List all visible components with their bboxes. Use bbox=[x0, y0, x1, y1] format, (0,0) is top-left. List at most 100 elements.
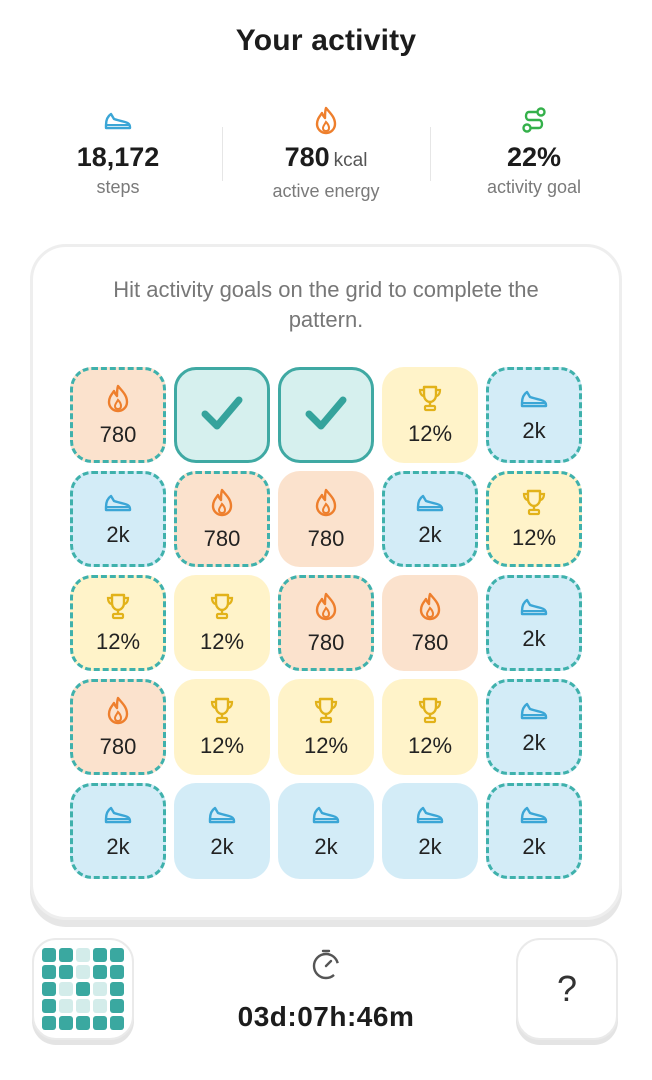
grid-tile-trophy[interactable]: 12% bbox=[382, 679, 478, 775]
pattern-cell bbox=[110, 982, 124, 996]
pattern-cell bbox=[59, 1016, 73, 1030]
tile-value: 780 bbox=[203, 525, 241, 551]
tile-value: 2k bbox=[522, 417, 546, 443]
flame-icon bbox=[311, 105, 341, 135]
pattern-cell bbox=[59, 948, 73, 962]
grid-tile-shoe[interactable]: 2k bbox=[486, 679, 582, 775]
pattern-cell bbox=[76, 982, 90, 996]
grid-tile-shoe[interactable]: 2k bbox=[486, 783, 582, 879]
grid-tile-shoe[interactable]: 2k bbox=[486, 367, 582, 463]
pattern-cell bbox=[110, 999, 124, 1013]
tile-value: 2k bbox=[418, 833, 442, 859]
pattern-cell bbox=[76, 999, 90, 1013]
flame-icon bbox=[417, 591, 443, 626]
tile-value: 12% bbox=[511, 524, 557, 550]
route-icon bbox=[519, 105, 549, 135]
pattern-cell bbox=[42, 1016, 56, 1030]
instructions-text: Hit activity goals on the grid to comple… bbox=[113, 277, 539, 332]
steps-value: 18,172 bbox=[76, 142, 160, 172]
check-icon bbox=[199, 393, 245, 438]
stat-energy: 780 kcal active energy bbox=[222, 105, 430, 205]
energy-unit: kcal bbox=[333, 150, 368, 171]
stopwatch-icon bbox=[309, 949, 343, 986]
grid-tile-shoe[interactable]: 2k bbox=[278, 783, 374, 879]
grid-tile-shoe[interactable]: 2k bbox=[382, 471, 478, 567]
pattern-cell bbox=[93, 999, 107, 1013]
pattern-cell bbox=[93, 1016, 107, 1030]
grid-tile-shoe[interactable]: 2k bbox=[70, 471, 166, 567]
tile-value: 12% bbox=[407, 420, 453, 446]
trophy-icon bbox=[520, 488, 548, 521]
sneaker-icon bbox=[207, 803, 237, 830]
grid-tile-completed[interactable] bbox=[174, 367, 270, 463]
tile-value: 12% bbox=[95, 628, 141, 654]
grid-tile-completed[interactable] bbox=[278, 367, 374, 463]
tile-value: 780 bbox=[99, 733, 137, 759]
sneaker-icon bbox=[311, 803, 341, 830]
pattern-cell bbox=[42, 999, 56, 1013]
flame-icon bbox=[105, 695, 131, 730]
tile-value: 2k bbox=[314, 833, 338, 859]
sneaker-icon bbox=[103, 803, 133, 830]
sneaker-icon bbox=[415, 803, 445, 830]
sneaker-icon bbox=[519, 387, 549, 414]
activity-grid: 780 12% 2k 2k 780 780 2k 12% 12% 12% 780 780 2k 780 12… bbox=[70, 367, 584, 881]
grid-tile-trophy[interactable]: 12% bbox=[174, 575, 270, 671]
energy-value: 780 bbox=[284, 142, 330, 172]
flame-icon bbox=[313, 591, 339, 626]
puzzle-card: Hit activity goals on the grid to comple… bbox=[30, 244, 622, 920]
grid-tile-fire[interactable]: 780 bbox=[278, 575, 374, 671]
help-button[interactable]: ? bbox=[516, 938, 618, 1040]
stat-goal: 22% activity goal bbox=[430, 105, 638, 205]
grid-tile-shoe[interactable]: 2k bbox=[70, 783, 166, 879]
tile-value: 2k bbox=[106, 833, 130, 859]
pattern-preview bbox=[42, 948, 124, 1030]
tile-value: 2k bbox=[522, 833, 546, 859]
trophy-icon bbox=[312, 696, 340, 729]
grid-tile-trophy[interactable]: 12% bbox=[278, 679, 374, 775]
pattern-cell bbox=[110, 1016, 124, 1030]
tile-value: 2k bbox=[522, 729, 546, 755]
grid-tile-fire[interactable]: 780 bbox=[70, 679, 166, 775]
grid-tile-fire[interactable]: 780 bbox=[382, 575, 478, 671]
grid-tile-shoe[interactable]: 2k bbox=[382, 783, 478, 879]
flame-icon bbox=[105, 383, 131, 418]
sneaker-icon bbox=[103, 105, 133, 135]
grid-tile-trophy[interactable]: 12% bbox=[486, 471, 582, 567]
trophy-icon bbox=[208, 696, 236, 729]
sneaker-icon bbox=[415, 491, 445, 518]
flame-icon bbox=[313, 487, 339, 522]
pattern-preview-button[interactable] bbox=[32, 938, 134, 1040]
tile-value: 780 bbox=[99, 421, 137, 447]
sneaker-icon bbox=[519, 595, 549, 622]
pattern-cell bbox=[93, 982, 107, 996]
tile-value: 780 bbox=[307, 629, 345, 655]
timer: 03d:07h:46m bbox=[200, 948, 452, 1033]
tile-value: 780 bbox=[307, 525, 345, 551]
trophy-icon bbox=[416, 696, 444, 729]
sneaker-icon bbox=[103, 491, 133, 518]
grid-tile-trophy[interactable]: 12% bbox=[70, 575, 166, 671]
stats-row: 18,172 steps 780 kcal active energy 22% a… bbox=[14, 105, 638, 205]
grid-tile-fire[interactable]: 780 bbox=[278, 471, 374, 567]
tile-value: 2k bbox=[106, 521, 130, 547]
flame-icon bbox=[209, 487, 235, 522]
grid-tile-trophy[interactable]: 12% bbox=[382, 367, 478, 463]
pattern-cell bbox=[110, 948, 124, 962]
page-title: Your activity bbox=[235, 24, 417, 57]
pattern-cell bbox=[59, 982, 73, 996]
pattern-cell bbox=[59, 965, 73, 979]
sneaker-icon bbox=[519, 699, 549, 726]
bottom-bar: 03d:07h:46m ? bbox=[0, 938, 652, 1048]
tile-value: 12% bbox=[407, 732, 453, 758]
grid-tile-shoe[interactable]: 2k bbox=[174, 783, 270, 879]
check-icon bbox=[303, 393, 349, 438]
goal-label: activity goal bbox=[486, 177, 582, 197]
grid-tile-fire[interactable]: 780 bbox=[174, 471, 270, 567]
pattern-cell bbox=[93, 948, 107, 962]
tile-value: 2k bbox=[418, 521, 442, 547]
grid-tile-trophy[interactable]: 12% bbox=[174, 679, 270, 775]
steps-label: steps bbox=[96, 177, 140, 197]
grid-tile-shoe[interactable]: 2k bbox=[486, 575, 582, 671]
grid-tile-fire[interactable]: 780 bbox=[70, 367, 166, 463]
